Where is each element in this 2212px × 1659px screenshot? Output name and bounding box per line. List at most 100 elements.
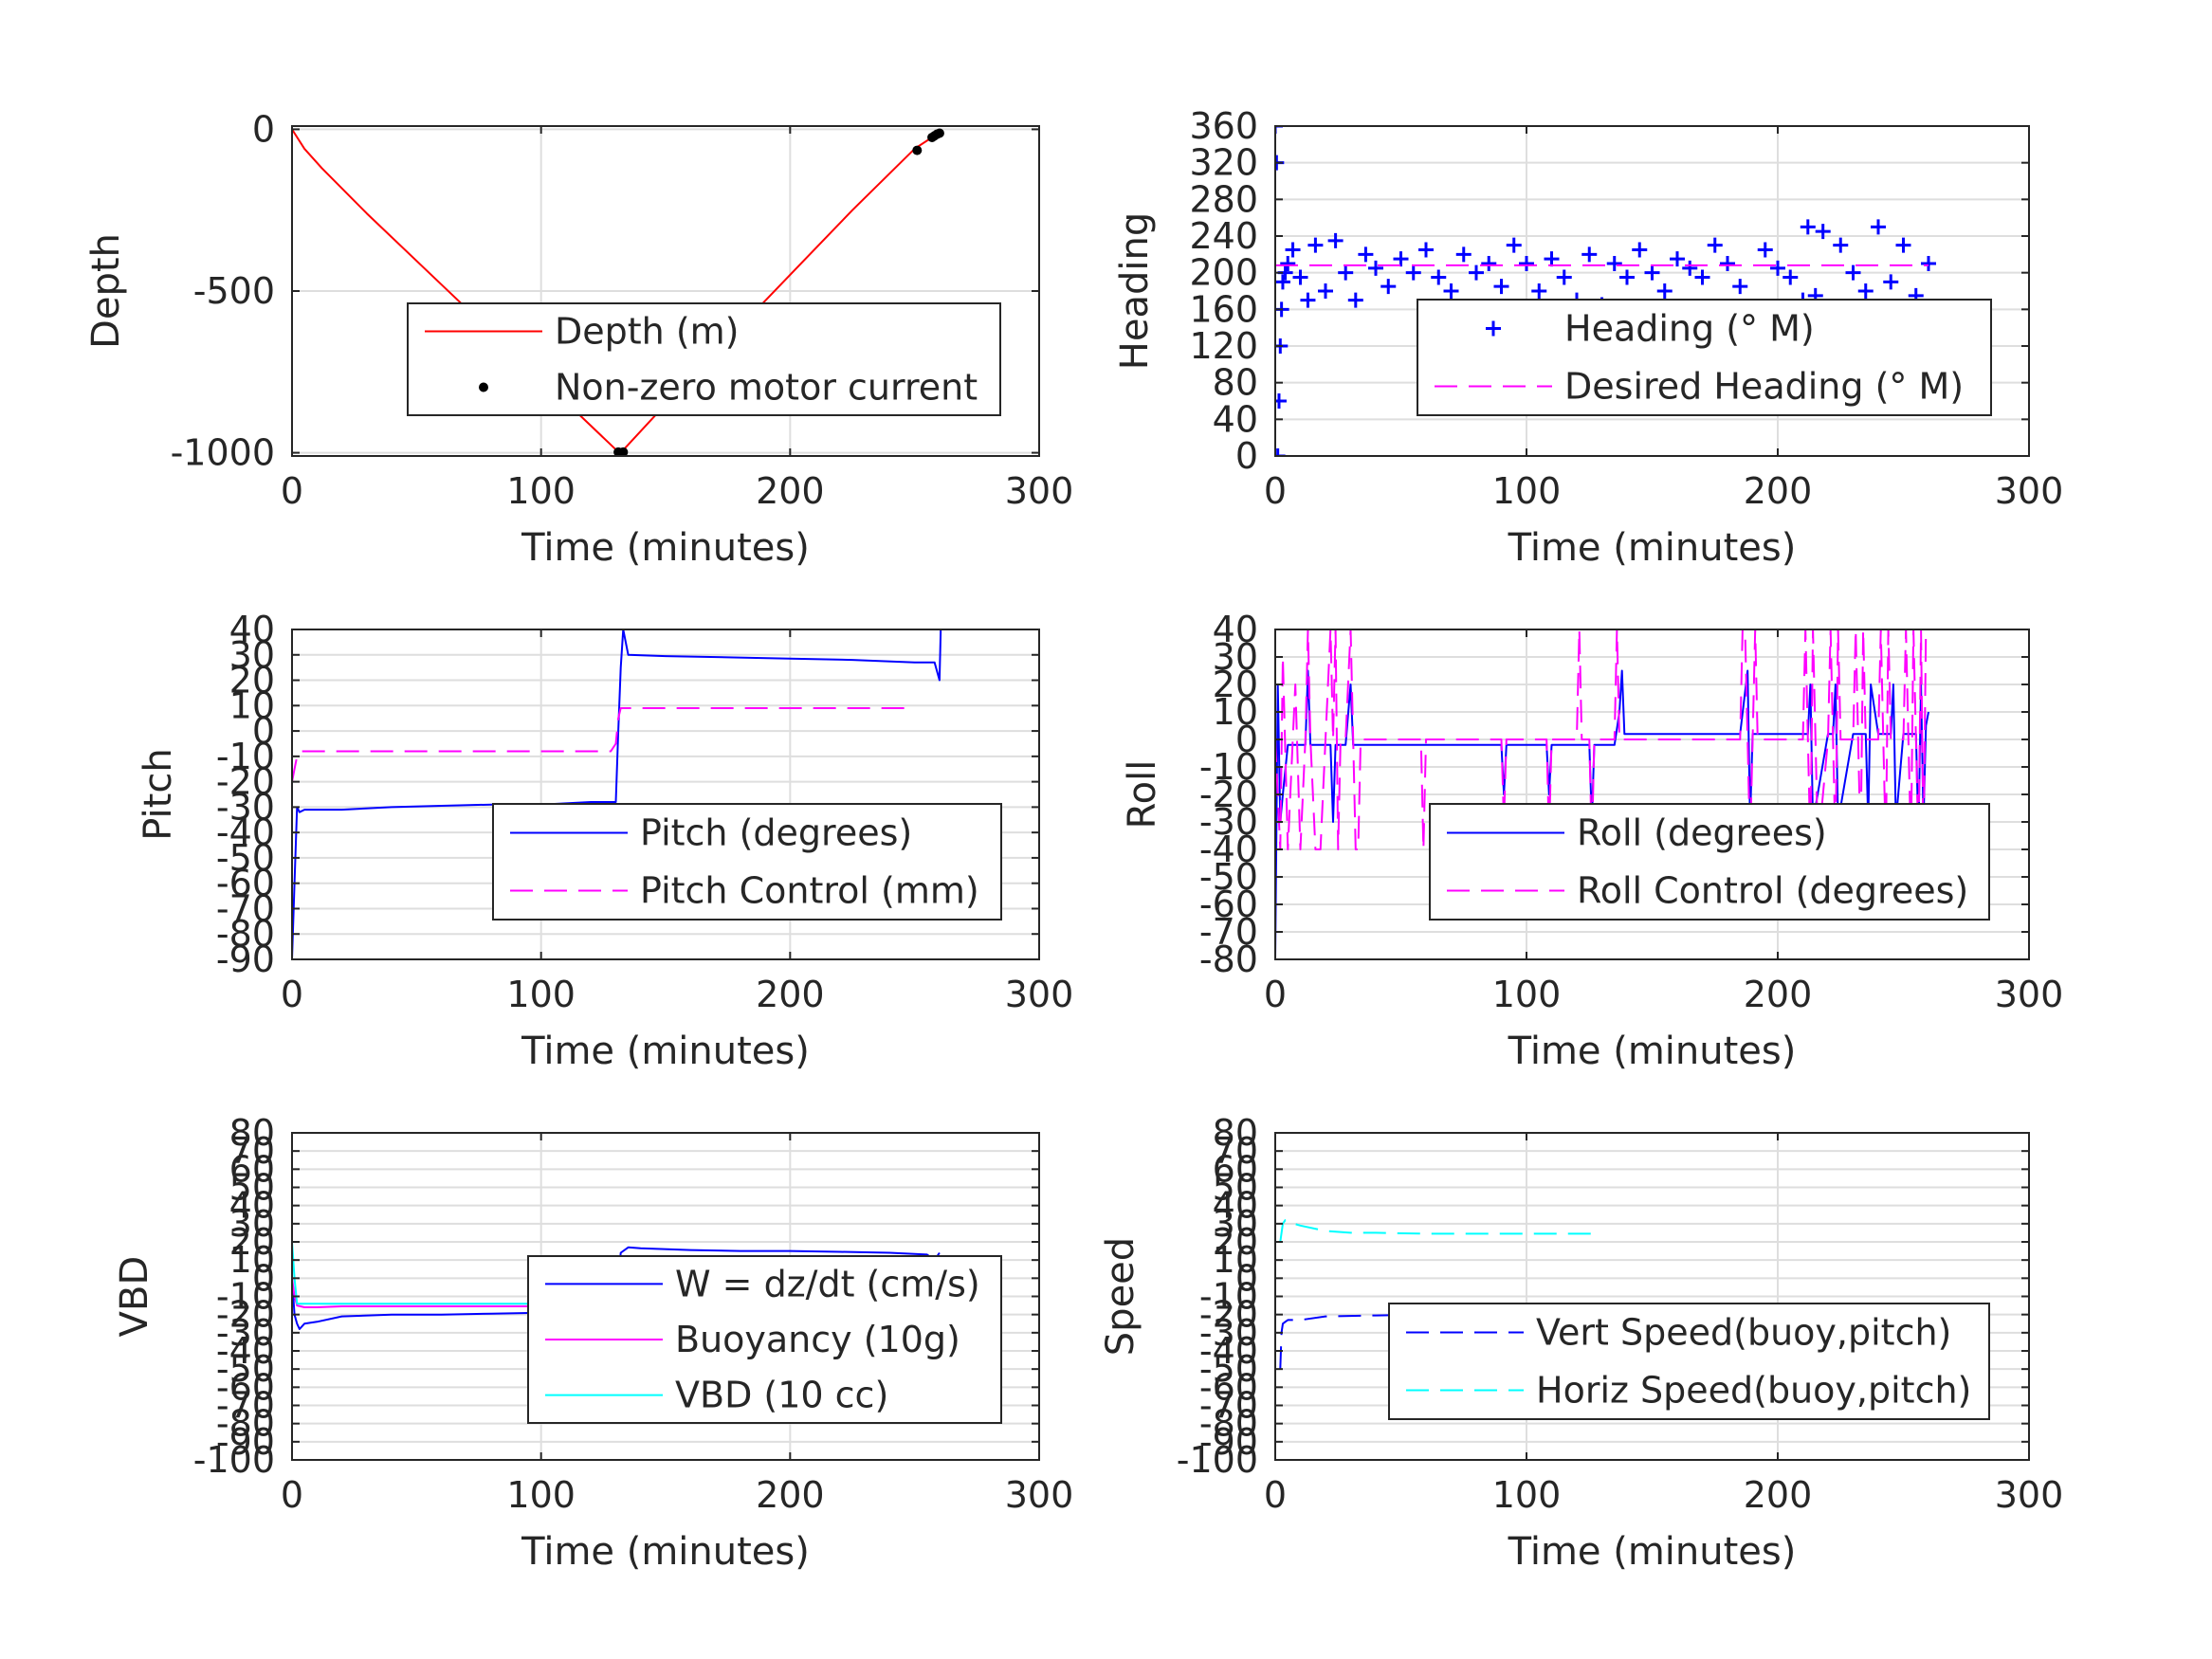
x-tick-label: 0: [281, 470, 303, 512]
y-tick-label: 30: [229, 634, 275, 676]
legend-swatch: [479, 382, 488, 392]
y-tick-label: 360: [1189, 105, 1258, 147]
x-tick-label: 0: [281, 1474, 303, 1516]
y-tick-label: 40: [1213, 398, 1258, 440]
y-tick-label: -20: [216, 1294, 275, 1336]
x-tick-label: 0: [1264, 470, 1287, 512]
y-tick-label: -10: [1199, 1276, 1258, 1318]
y-tick-label: 80: [229, 1112, 275, 1154]
pitch-data: [292, 629, 942, 959]
y-tick-label: 70: [1213, 1130, 1258, 1172]
legend-label: Non-zero motor current: [555, 367, 978, 409]
y-tick-label: -60: [1199, 1366, 1258, 1408]
heading-series-0-point: [1883, 274, 1899, 290]
heading-series-0-point: [1443, 283, 1459, 299]
roll-legend: Roll (degrees) Roll Control (degrees): [1429, 803, 1990, 921]
y-tick-label: 50: [1213, 1167, 1258, 1209]
y-tick-label: 160: [1189, 288, 1258, 330]
y-tick-label: 200: [1189, 252, 1258, 294]
y-tick-label: -50: [216, 1348, 275, 1390]
heading-series-0-point: [1368, 260, 1383, 276]
heading-series-0-point: [1307, 237, 1324, 253]
y-tick-label: -90: [1199, 1421, 1258, 1463]
y-tick-label: 0: [252, 108, 275, 150]
x-tick-label: 300: [1995, 1474, 2064, 1516]
heading-series-0-point: [1871, 219, 1886, 235]
heading-series-0-point: [1895, 237, 1911, 253]
heading-series-0-point: [1857, 283, 1874, 299]
legend-label: Buoyancy (10g): [675, 1319, 960, 1360]
y-tick-label: 40: [1213, 609, 1258, 650]
pitch-x-axis-label: Time (minutes): [521, 1030, 810, 1073]
legend-box: [1388, 1303, 1990, 1420]
heading-series-0-point: [1619, 269, 1635, 285]
heading-series-0-point: [1469, 264, 1484, 281]
y-tick-label: 30: [1213, 636, 1258, 678]
heading-series-0-point: [1644, 264, 1660, 281]
heading-series-0-point: [1531, 283, 1547, 299]
heading-series-0-point: [1393, 251, 1409, 267]
heading-series-0-point: [1782, 269, 1799, 285]
y-tick-label: -50: [216, 837, 275, 879]
heading-series-0-point: [1732, 279, 1748, 295]
y-tick-label: -80: [216, 913, 275, 955]
x-tick-label: 100: [506, 974, 576, 1015]
y-tick-label: -500: [193, 270, 275, 312]
heading-series-0-point: [1481, 256, 1497, 271]
legend-label: Horiz Speed(buoy,pitch): [1536, 1370, 1971, 1412]
x-tick-label: 200: [756, 470, 825, 512]
y-tick-label: -20: [1199, 774, 1258, 815]
y-tick-label: -30: [1199, 801, 1258, 843]
legend-label: Desired Heading (° M): [1564, 366, 1964, 408]
x-tick-label: 0: [281, 974, 303, 1015]
heading-series-0-point: [1285, 242, 1301, 258]
x-tick-label: 200: [1744, 1474, 1813, 1516]
depth-series-1-point: [934, 128, 944, 138]
y-tick-label: 20: [229, 1221, 275, 1263]
legend-label: Vert Speed(buoy,pitch): [1536, 1312, 1951, 1354]
heading-series-0-point: [1694, 269, 1710, 285]
x-tick-label: 0: [1264, 974, 1287, 1015]
y-tick-label: -50: [1199, 856, 1258, 898]
y-tick-label: -80: [1199, 1403, 1258, 1445]
pitch-axes-frame: [291, 629, 1040, 960]
x-tick-label: 300: [1005, 470, 1074, 512]
heading-series-0-point: [1845, 264, 1861, 281]
x-tick-label: 300: [1005, 974, 1074, 1015]
y-tick-label: 20: [1213, 664, 1258, 705]
pitch-chart: 0 100 200 300403020100-10-20-30-40-50-60-70…: [137, 609, 1073, 1073]
legend-label: Roll Control (degrees): [1577, 870, 1968, 912]
legend-label: W = dz/dt (cm/s): [675, 1263, 980, 1304]
pitch-y-axis-label: Pitch: [137, 748, 180, 840]
y-tick-label: 120: [1189, 325, 1258, 367]
heading-series-0-point: [1800, 219, 1816, 235]
x-tick-label: 300: [1005, 1474, 1074, 1516]
heading-series-0-point: [1770, 260, 1785, 276]
vbd-y-axis-label: VBD: [113, 1256, 156, 1338]
x-tick-label: 100: [506, 1474, 576, 1516]
y-tick-label: -10: [216, 736, 275, 777]
legend-label: Pitch (degrees): [640, 812, 912, 854]
y-tick-label: 20: [229, 660, 275, 702]
heading-series-0-point: [1280, 256, 1296, 271]
x-tick-label: 100: [1492, 974, 1562, 1015]
y-tick-label: 40: [1213, 1185, 1258, 1227]
legend-swatch: [1486, 320, 1501, 337]
roll-data: [1275, 629, 1929, 959]
x-tick-label: 300: [1995, 470, 2064, 512]
heading-series-0-point: [1556, 269, 1572, 285]
heading-series-0-point: [1670, 251, 1685, 267]
y-tick-label: -60: [216, 863, 275, 904]
y-tick-label: -90: [216, 1421, 275, 1463]
y-tick-label: -100: [1177, 1439, 1258, 1481]
heading-chart: 0 100 200 30004080120160200240280320360Time…: [1113, 105, 2063, 570]
roll-chart: 0 100 200 300403020100-10-20-30-40-50-60-70…: [1121, 609, 2063, 1073]
y-tick-label: 240: [1189, 215, 1258, 257]
x-tick-label: 200: [1744, 974, 1813, 1015]
y-tick-label: 10: [229, 684, 275, 726]
pitch-series-1-line: [292, 707, 915, 782]
y-tick-label: -70: [216, 1385, 275, 1427]
legend-box: [407, 302, 1001, 416]
vbd-x-axis-label: Time (minutes): [521, 1530, 810, 1574]
